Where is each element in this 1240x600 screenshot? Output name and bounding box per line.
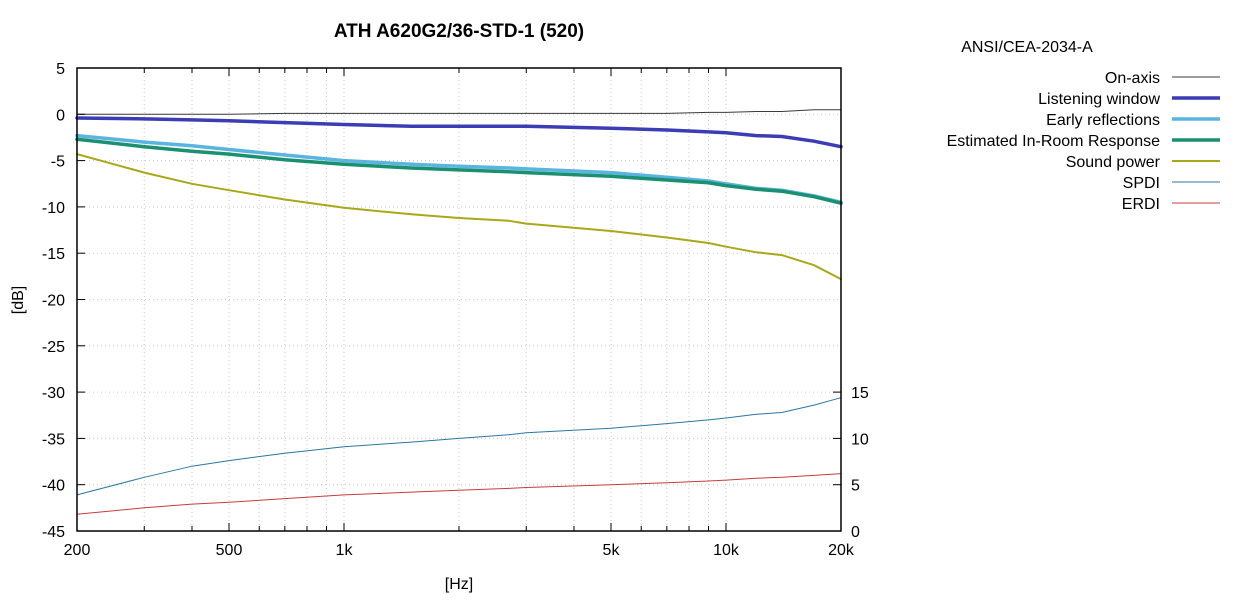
y-tick-label: -35 — [42, 431, 65, 448]
x-axis-label: [Hz] — [445, 576, 473, 593]
y2-tick-label: 10 — [851, 431, 869, 448]
y-tick-label: -5 — [51, 154, 65, 171]
axis-ticks: 5 0 -5 -10 -15 -20 -25 -30 -35 -40 -45 0 5 10 15 200 500… — [42, 61, 869, 559]
plot-frame — [76, 67, 842, 532]
y2-tick-label: 5 — [851, 478, 860, 495]
y-tick-label: -40 — [42, 478, 65, 495]
x-tick-label: 10k — [713, 542, 740, 559]
series-line-erdi — [76, 473, 842, 515]
y-tick-label: -25 — [42, 339, 65, 356]
y-axis-label: [dB] — [10, 286, 27, 314]
legend-label-erdi: ERDI — [1122, 196, 1160, 213]
x-tick-label: 20k — [828, 542, 855, 559]
series-line-listening-window — [75, 116, 843, 149]
x-tick-label: 500 — [216, 542, 243, 559]
series-line-estimated-in-room-response — [75, 137, 843, 205]
chart-title: ATH A620G2/36-STD-1 (520) — [334, 21, 584, 42]
y-tick-label: -10 — [42, 200, 65, 217]
legend-label-on-axis: On-axis — [1105, 70, 1160, 87]
x-tick-label: 5k — [603, 542, 621, 559]
series-line-on-axis — [76, 109, 842, 115]
y-tick-label: 5 — [56, 61, 65, 78]
y-tick-label: 0 — [56, 107, 65, 124]
series-line-sound-power — [76, 153, 842, 281]
x-tick-label: 200 — [64, 542, 91, 559]
y-tick-label: -20 — [42, 293, 65, 310]
legend-label-early-reflections: Early reflections — [1046, 112, 1160, 129]
grid — [77, 68, 841, 531]
y2-tick-label: 15 — [851, 385, 869, 402]
x-tick-label: 1k — [336, 542, 354, 559]
y-tick-label: -15 — [42, 246, 65, 263]
legend-label-listening-window: Listening window — [1038, 91, 1160, 108]
y-tick-label: -30 — [42, 385, 65, 402]
legend-label-sound-power: Sound power — [1066, 154, 1161, 171]
legend-label-estimated-in-room-response: Estimated In-Room Response — [947, 133, 1161, 150]
y-tick-label: -45 — [42, 524, 65, 541]
y2-tick-label: 0 — [851, 524, 860, 541]
legend-label-spdi: SPDI — [1123, 175, 1160, 192]
legend-title: ANSI/CEA-2034-A — [961, 39, 1093, 56]
series-lines — [75, 109, 843, 515]
series-line-spdi — [76, 397, 842, 496]
legend: On-axis Listening window Early reflections… — [947, 70, 1220, 213]
